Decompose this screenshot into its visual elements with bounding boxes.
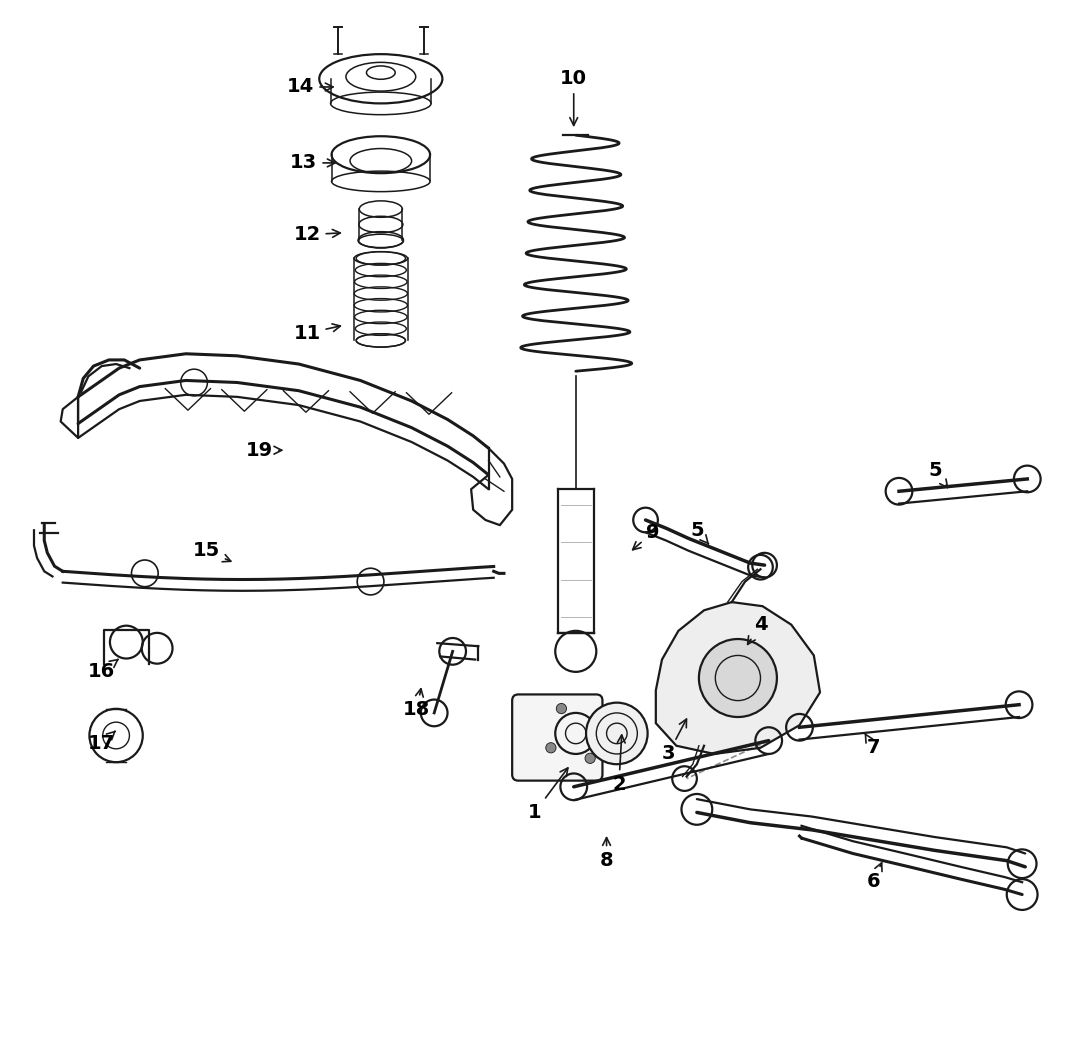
Text: 19: 19 bbox=[246, 441, 282, 460]
Text: 16: 16 bbox=[88, 659, 118, 681]
Text: 5: 5 bbox=[928, 462, 947, 488]
Circle shape bbox=[546, 743, 556, 753]
FancyBboxPatch shape bbox=[512, 695, 603, 781]
Circle shape bbox=[699, 639, 777, 717]
Circle shape bbox=[585, 753, 595, 763]
Text: 12: 12 bbox=[293, 226, 340, 244]
Text: 10: 10 bbox=[560, 70, 588, 126]
Text: 13: 13 bbox=[290, 154, 335, 173]
Text: 1: 1 bbox=[528, 768, 568, 822]
Text: 3: 3 bbox=[662, 719, 687, 763]
Text: 7: 7 bbox=[864, 733, 880, 757]
Text: 14: 14 bbox=[287, 78, 334, 97]
Text: 11: 11 bbox=[293, 323, 340, 343]
Circle shape bbox=[556, 703, 567, 713]
Text: 5: 5 bbox=[690, 521, 708, 544]
Text: 9: 9 bbox=[632, 523, 659, 550]
Polygon shape bbox=[656, 602, 820, 754]
Circle shape bbox=[586, 703, 647, 764]
Text: 4: 4 bbox=[748, 616, 767, 645]
Text: 15: 15 bbox=[193, 541, 231, 562]
Text: 6: 6 bbox=[867, 863, 882, 890]
Text: 17: 17 bbox=[88, 731, 116, 753]
Text: 2: 2 bbox=[613, 735, 626, 795]
Text: 18: 18 bbox=[403, 688, 431, 720]
Text: 8: 8 bbox=[600, 837, 614, 870]
Circle shape bbox=[595, 713, 606, 724]
